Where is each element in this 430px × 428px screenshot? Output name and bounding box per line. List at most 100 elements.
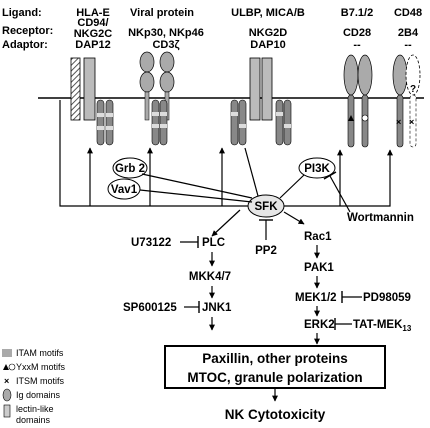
ligand-row-label: Ligand: bbox=[2, 7, 42, 19]
col1-adaptor: DAP12 bbox=[75, 39, 110, 51]
legend-lectin-label-2: domains bbox=[16, 415, 51, 425]
legend-lectin-swatch bbox=[3, 404, 11, 418]
cd94-lectin-domain bbox=[70, 57, 81, 121]
itam-motif bbox=[106, 126, 113, 130]
itam-motif bbox=[284, 124, 291, 128]
outcome-line-2: MTOC, granule polarization bbox=[187, 370, 362, 385]
legend-itsm-label: ITSM motifs bbox=[16, 376, 65, 386]
wortmannin-inhibit-bar bbox=[323, 171, 337, 180]
mkk47-label: MKK4/7 bbox=[189, 271, 231, 283]
sfk-to-grb2 bbox=[141, 173, 253, 199]
outcome-box bbox=[164, 345, 386, 389]
dap12-chain-1 bbox=[96, 99, 105, 146]
legend: ITAM motifs YxxM motifs × ITSM motifs Ig… bbox=[2, 348, 66, 425]
vav1-node bbox=[107, 178, 141, 200]
2b4-receptor: ? × × bbox=[392, 54, 421, 148]
legend-yxxm-circle bbox=[8, 363, 16, 371]
sp600125-label: SP600125 bbox=[123, 302, 177, 314]
col3-receptor: NKG2D bbox=[249, 27, 288, 39]
nkp30-nkp46-cd3z-receptor bbox=[139, 51, 175, 146]
col2-ligand: Viral protein bbox=[130, 7, 194, 19]
unknown-mark: ? bbox=[410, 84, 416, 95]
u73122-label: U73122 bbox=[131, 237, 171, 249]
pd98059-label: PD98059 bbox=[363, 292, 411, 304]
nk-cytotoxicity-label: NK Cytotoxicity bbox=[225, 407, 326, 422]
col4-adaptor: -- bbox=[353, 39, 361, 51]
legend-yxxm-triangle bbox=[3, 364, 9, 370]
sfk-to-dap10 bbox=[244, 147, 259, 197]
legend-ig-label: Ig domains bbox=[16, 390, 61, 400]
ig-domain bbox=[343, 54, 359, 96]
ig-domain bbox=[139, 51, 155, 73]
ig-domain bbox=[392, 54, 408, 96]
sfk-label: SFK bbox=[255, 201, 279, 213]
sfk-to-rac1-arrow bbox=[283, 211, 305, 225]
wortmannin-inhibit-line bbox=[329, 175, 351, 213]
erk2-label: ERK2 bbox=[304, 319, 335, 331]
nkg2d-lectin-domain bbox=[249, 57, 261, 121]
col3-adaptor: DAP10 bbox=[250, 39, 285, 51]
cd3z-chain-2 bbox=[159, 99, 168, 146]
col5-receptor: 2B4 bbox=[398, 27, 419, 39]
itam-motif bbox=[152, 112, 159, 116]
pp2-label: PP2 bbox=[255, 245, 277, 257]
adaptor-row-label: Adaptor: bbox=[2, 39, 48, 51]
yxxm-circle bbox=[361, 114, 369, 122]
legend-ig-swatch bbox=[2, 388, 12, 402]
receptor-row-label: Receptor: bbox=[2, 25, 53, 37]
itam-motif bbox=[97, 113, 104, 117]
dap10-chain-4 bbox=[283, 99, 292, 146]
sfk-to-plc-arrow bbox=[211, 209, 241, 237]
rac1-label: Rac1 bbox=[304, 231, 332, 243]
nkp-stalk bbox=[144, 91, 150, 121]
cd94-nkg2c-dap12-receptor bbox=[70, 57, 114, 146]
pak1-label: PAK1 bbox=[304, 262, 334, 274]
jnk1-label: JNK1 bbox=[202, 302, 232, 314]
dap12-chain-2 bbox=[105, 99, 114, 146]
col5-ligand: CD48 bbox=[394, 7, 422, 19]
sfk-to-pi3k bbox=[279, 174, 305, 199]
2b4-tail-dashed bbox=[409, 94, 417, 148]
cd3z-chain-1 bbox=[151, 99, 160, 146]
col4-receptor: CD28 bbox=[343, 27, 371, 39]
plc-label: PLC bbox=[202, 237, 225, 249]
ig-domain bbox=[139, 71, 155, 93]
itam-motif bbox=[152, 124, 159, 128]
col4-ligand: B7.1/2 bbox=[341, 7, 373, 19]
mek12-label: MEK1/2 bbox=[295, 292, 337, 304]
ig-domain bbox=[159, 51, 175, 73]
right-feedback-line bbox=[284, 180, 391, 207]
nkg2d-lectin-domain bbox=[261, 57, 273, 121]
itam-motif bbox=[239, 124, 246, 128]
itam-motif bbox=[106, 113, 113, 117]
legend-itsm-mark: × bbox=[4, 376, 9, 386]
sfk-to-vav1 bbox=[139, 189, 253, 203]
itam-motif bbox=[97, 126, 104, 130]
grb2-label: Grb 2 bbox=[115, 163, 145, 175]
grb2-node bbox=[112, 157, 148, 179]
itsm-mark: × bbox=[409, 117, 414, 127]
2b4-tail bbox=[396, 94, 404, 148]
wortmannin-label: Wortmannin bbox=[347, 212, 414, 224]
pi3k-node bbox=[298, 157, 336, 179]
vav1-label: Vav1 bbox=[111, 184, 138, 196]
ig-domain bbox=[357, 54, 373, 96]
outcome-line-1: Paxillin, other proteins bbox=[202, 351, 348, 366]
itam-motif bbox=[231, 112, 238, 116]
ig-domain bbox=[159, 71, 175, 93]
col2-receptor: NKp30, NKp46 bbox=[128, 27, 204, 39]
tat-mek-label: TAT-MEK13 bbox=[353, 319, 412, 333]
yxxm-triangle bbox=[348, 115, 354, 121]
left-feedback-line bbox=[59, 100, 248, 207]
legend-itam-swatch bbox=[2, 349, 12, 357]
nkg2d-dap10-receptor bbox=[230, 57, 292, 146]
col5-adaptor: -- bbox=[404, 39, 412, 51]
cd28-receptor bbox=[343, 54, 373, 148]
col2-adaptor: CD3ζ bbox=[152, 39, 179, 51]
itam-motif bbox=[160, 112, 167, 116]
col1-receptor-2: NKG2C bbox=[74, 28, 113, 40]
col1-receptor: CD94/ bbox=[77, 17, 108, 29]
itam-motif bbox=[160, 124, 167, 128]
